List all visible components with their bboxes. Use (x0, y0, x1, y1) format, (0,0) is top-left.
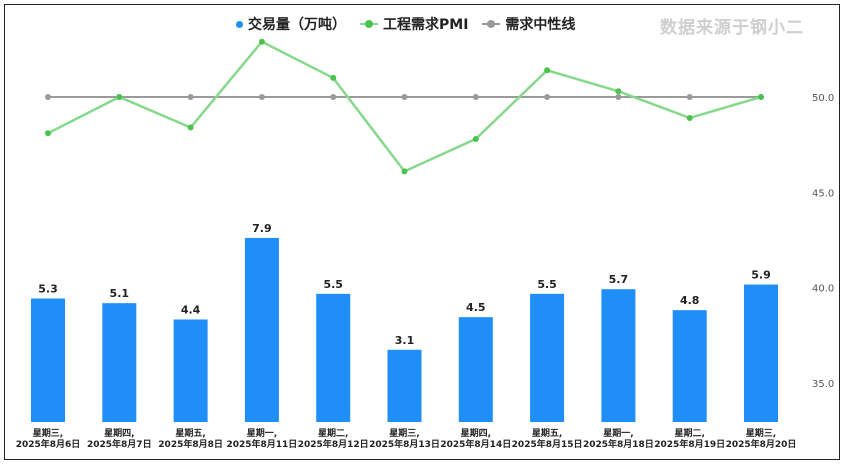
right-axis-tick-2: 40.0 (812, 284, 834, 295)
x-tick-label-5: 星期三, 2025年8月13日 (369, 427, 440, 450)
pmi-point-10[interactable] (758, 94, 764, 100)
x-tick-label-3: 星期一, 2025年8月11日 (226, 427, 297, 450)
bar-1[interactable] (102, 303, 137, 422)
legend-item-pmi[interactable]: 工程需求PMI (360, 14, 468, 34)
bar-value-label-6: 4.5 (466, 301, 486, 314)
neutral-point-7[interactable] (544, 94, 551, 100)
x-tick-label-7: 星期五, 2025年8月15日 (512, 427, 583, 450)
x-tick-label-10: 星期三, 2025年8月20日 (726, 427, 797, 450)
pmi-point-5[interactable] (401, 168, 408, 175)
bar-2[interactable] (173, 319, 208, 422)
pmi-point-4[interactable] (330, 74, 337, 81)
neutral-point-3[interactable] (258, 94, 265, 100)
legend-label-pmi: 工程需求PMI (383, 17, 469, 33)
neutral-point-8[interactable] (615, 94, 622, 100)
bar-8[interactable] (601, 289, 636, 422)
pmi-line (47, 40, 762, 173)
right-axis-tick-0: 50.0 (812, 93, 834, 104)
neutral-point-9[interactable] (686, 94, 693, 100)
legend-item-neutral[interactable]: 需求中性线 (482, 14, 575, 34)
right-axis-tick-3: 35.0 (812, 379, 834, 390)
pmi-point-0[interactable] (45, 130, 51, 137)
neutral-line-series (45, 94, 764, 100)
neutral-point-6[interactable] (472, 94, 479, 100)
pmi-point-9[interactable] (686, 114, 693, 121)
neutral-point-2[interactable] (187, 94, 194, 100)
legend-item-volume[interactable]: 交易量（万吨） (236, 14, 346, 34)
bar-value-label-0: 5.3 (38, 283, 58, 296)
bar-6[interactable] (458, 317, 493, 422)
neutral-point-5[interactable] (401, 94, 408, 100)
pmi-point-2[interactable] (187, 124, 194, 131)
bar-value-labels: 5.3 5.1 4.4 7.9 5.5 3.1 4.5 5.5 5.7 4.8 5.9 (38, 222, 771, 347)
bar-0[interactable] (31, 298, 65, 422)
bar-value-label-7: 5.5 (537, 278, 557, 291)
pmi-point-7[interactable] (544, 67, 551, 74)
bar-9[interactable] (672, 310, 707, 422)
bar-7[interactable] (530, 293, 565, 422)
bar-series (31, 237, 778, 422)
bar-10[interactable] (744, 284, 778, 422)
bar-4[interactable] (316, 293, 351, 422)
x-tick-label-4: 星期二, 2025年8月12日 (298, 427, 369, 450)
x-tick-label-6: 星期四, 2025年8月14日 (440, 427, 511, 450)
bar-value-label-2: 4.4 (181, 303, 201, 316)
x-tick-label-1: 星期四, 2025年8月7日 (87, 427, 152, 450)
pmi-point-6[interactable] (472, 135, 479, 142)
brand-source-text: 数据来源于钢小二 (660, 18, 804, 38)
pmi-point-3[interactable] (258, 38, 265, 45)
x-tick-label-2: 星期五, 2025年8月8日 (158, 427, 223, 450)
x-tick-label-9: 星期二, 2025年8月19日 (654, 427, 725, 450)
neutral-point-4[interactable] (330, 94, 337, 100)
bar-value-label-3: 7.9 (252, 222, 272, 235)
bar-3[interactable] (244, 237, 279, 422)
bar-value-label-4: 5.5 (323, 278, 343, 291)
legend-label-volume: 交易量（万吨） (248, 17, 346, 33)
pmi-point-8[interactable] (615, 88, 622, 95)
legend-label-neutral: 需求中性线 (505, 17, 576, 33)
neutral-point-0[interactable] (45, 94, 51, 100)
bar-value-label-8: 5.7 (609, 273, 629, 286)
bar-5[interactable] (387, 349, 422, 422)
x-tick-label-8: 星期一, 2025年8月18日 (583, 427, 654, 450)
bar-value-label-5: 3.1 (395, 334, 415, 347)
bar-value-label-1: 5.1 (110, 287, 130, 300)
x-tick-label-0: 星期三, 2025年8月6日 (16, 427, 81, 450)
chart-legend: 交易量（万吨） 工程需求PMI 需求中性线 (236, 14, 575, 34)
right-axis-tick-1: 45.0 (812, 188, 834, 199)
pmi-line-series (45, 38, 764, 175)
right-axis: 50.0 45.0 40.0 35.0 (812, 93, 834, 390)
bar-value-label-9: 4.8 (680, 294, 700, 307)
bar-value-label-10: 5.9 (751, 269, 771, 282)
pmi-point-1[interactable] (116, 94, 123, 100)
legend-swatch-pmi (360, 20, 378, 28)
legend-swatch-neutral (482, 20, 501, 28)
legend-swatch-volume (236, 20, 243, 28)
